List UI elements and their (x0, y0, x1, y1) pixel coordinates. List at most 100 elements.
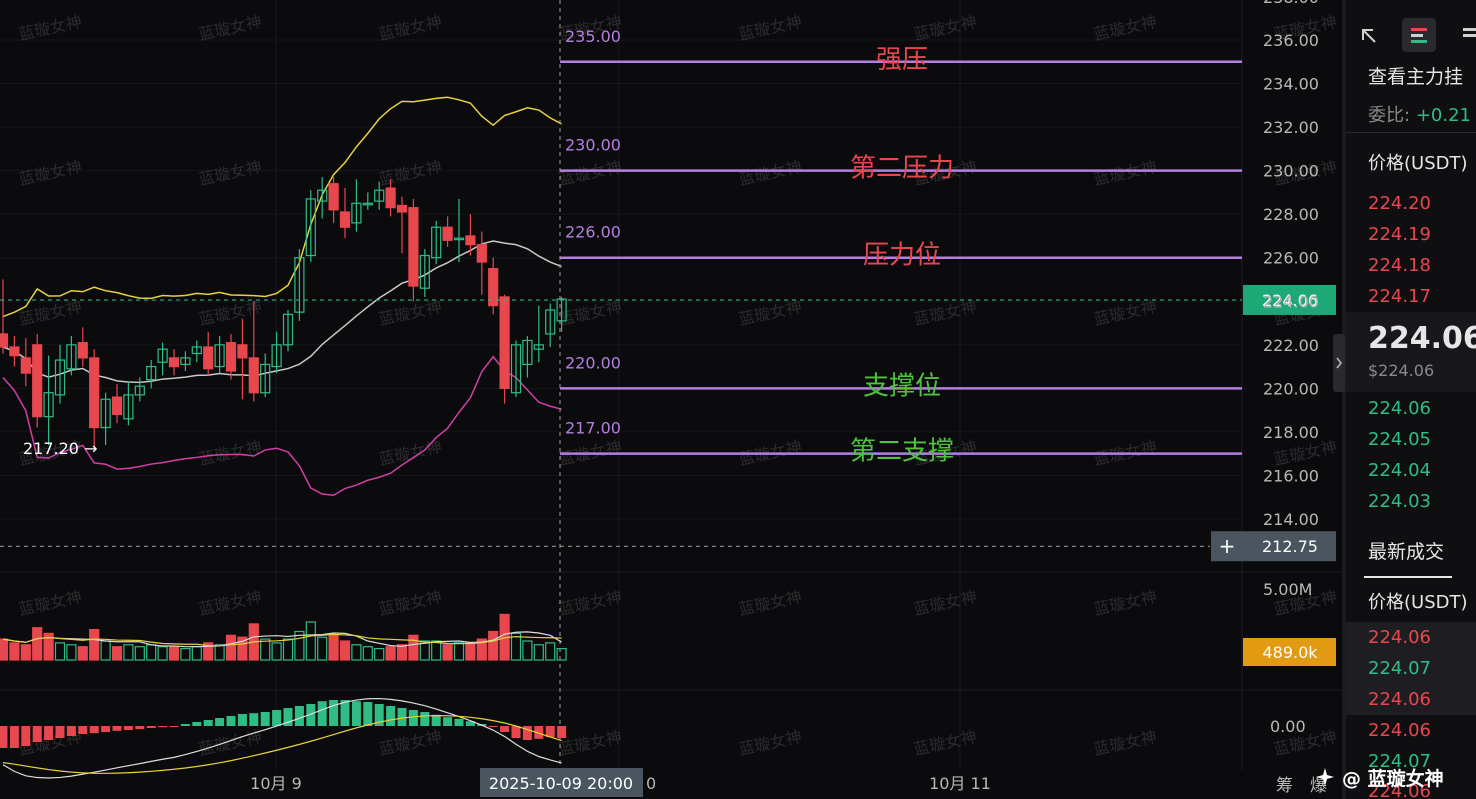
level-name-label: 第二压力 (850, 154, 954, 184)
ask-price[interactable]: 224.20 (1368, 193, 1431, 214)
volume-bar (168, 646, 180, 661)
y-axis-tick: 220.00 (1263, 379, 1319, 398)
crosshair-time-tag-bg (480, 768, 643, 797)
macd-bar (294, 706, 304, 726)
trade-price: 224.06 (1368, 720, 1431, 741)
candle-body (533, 344, 544, 350)
candle-body (442, 226, 453, 241)
macd-bar (363, 702, 373, 726)
volume-bar (32, 627, 43, 661)
crosshair-time-tag: 2025-10-09 20:00 (489, 774, 633, 793)
watermark: 蓝璇女神 (912, 12, 979, 44)
volume-bar (0, 638, 9, 661)
crosshair-price-tag: 212.75 (1262, 537, 1318, 556)
candle-body (146, 365, 157, 381)
x-axis-tick: 10月 9 (250, 774, 302, 793)
volume-bar (374, 647, 385, 661)
y-axis-tick: 216.00 (1263, 466, 1319, 485)
volume-bar (123, 644, 134, 661)
macd-bar (123, 726, 133, 730)
candle-body (260, 363, 271, 394)
orderbook-buy-icon[interactable] (1454, 18, 1476, 52)
trade-row-highlight (1346, 622, 1476, 653)
bid-price[interactable]: 224.05 (1368, 429, 1431, 450)
candle-body (419, 254, 430, 289)
crosshair-price-tag-bg (1243, 531, 1336, 562)
volume-bar (66, 644, 77, 661)
main-orders-link[interactable]: 查看主力挂 (1368, 66, 1464, 88)
price-chart[interactable]: 蓝璇女神蓝璇女神蓝璇女神蓝璇女神蓝璇女神蓝璇女神蓝璇女神蓝璇女神蓝璇女神蓝璇女神… (0, 0, 1342, 799)
candle-body (476, 244, 487, 263)
candle-body (225, 342, 237, 372)
macd-bar (545, 726, 555, 738)
candle-body (20, 357, 31, 374)
bid-price[interactable]: 224.06 (1368, 398, 1431, 419)
macd-bar (283, 708, 293, 726)
bid-price[interactable]: 224.03 (1368, 491, 1431, 512)
candle-body (9, 346, 20, 357)
watermark: 蓝璇女神 (377, 587, 444, 619)
level-price-label: 226.00 (565, 223, 621, 242)
ask-price[interactable]: 224.17 (1368, 286, 1431, 307)
macd-bar (9, 726, 19, 748)
level-price-label: 230.00 (565, 136, 621, 155)
level-name-label: 强压 (876, 45, 928, 75)
macd-bar (237, 714, 247, 726)
macd-bar (192, 722, 202, 726)
volume-bar (294, 630, 305, 661)
divider (1346, 132, 1476, 133)
volume-bar (282, 638, 294, 661)
volume-bar (305, 621, 316, 661)
watermark: 蓝璇女神 (557, 727, 624, 759)
y-axis-tick: 236.00 (1263, 31, 1319, 50)
crosshair-add-button (1211, 531, 1243, 562)
macd-bar (500, 726, 510, 732)
ratio-value: +0.21 (1415, 105, 1471, 126)
volume-bar (77, 646, 88, 661)
candle-body (191, 346, 202, 355)
volume-bar (134, 646, 145, 661)
macd-bar (557, 726, 567, 738)
watermark: 蓝璇女神 (912, 297, 979, 329)
bid-price[interactable]: 224.04 (1368, 460, 1431, 481)
macd-bar (329, 700, 339, 726)
macd-bar (420, 712, 430, 726)
ask-price[interactable]: 224.18 (1368, 255, 1431, 276)
candle-body (282, 313, 294, 346)
volume-bar (89, 628, 100, 661)
chip-distribution-button[interactable]: 筹 (1276, 776, 1293, 796)
volume-bar (510, 632, 522, 661)
collapse-panel-handle[interactable] (1333, 334, 1345, 392)
watermark: 蓝璇女神 (737, 157, 804, 189)
candle-body (180, 357, 191, 366)
sparkle-icon (1316, 768, 1334, 786)
author-credit: @ 蓝璇女神 (1314, 762, 1466, 792)
trade-price: 224.06 (1368, 627, 1431, 648)
macd-bar (55, 726, 65, 738)
watermark: 蓝璇女神 (377, 727, 444, 759)
price-header: 价格(USDT) (1368, 153, 1468, 174)
volume-bar (522, 640, 533, 661)
latest-trades-tab[interactable]: 最新成交 (1368, 541, 1445, 563)
watermark: 蓝璇女神 (17, 297, 84, 329)
watermark: 蓝璇女神 (377, 157, 444, 189)
watermark: 蓝璇女神 (1092, 157, 1159, 189)
undo-icon[interactable] (1352, 18, 1386, 52)
volume-bar (317, 636, 328, 661)
macd-bar (249, 713, 259, 726)
orderbook-layout-icon[interactable] (1402, 18, 1436, 52)
ask-price[interactable]: 224.19 (1368, 224, 1431, 245)
candle-body (305, 198, 316, 257)
volume-bar (362, 646, 373, 661)
volume-bar (408, 634, 419, 661)
y-axis-tick: 238.00 (1263, 0, 1319, 7)
candle-body (351, 202, 362, 224)
candle-body (339, 211, 351, 228)
candle-body (317, 189, 328, 202)
macd-bar (431, 714, 441, 726)
volume-bar (225, 634, 237, 661)
liquidation-button[interactable]: 爆 (1310, 776, 1327, 796)
watermark: 蓝璇女神 (17, 587, 84, 619)
plus-icon: + (1219, 534, 1236, 558)
candle-body (522, 339, 533, 366)
